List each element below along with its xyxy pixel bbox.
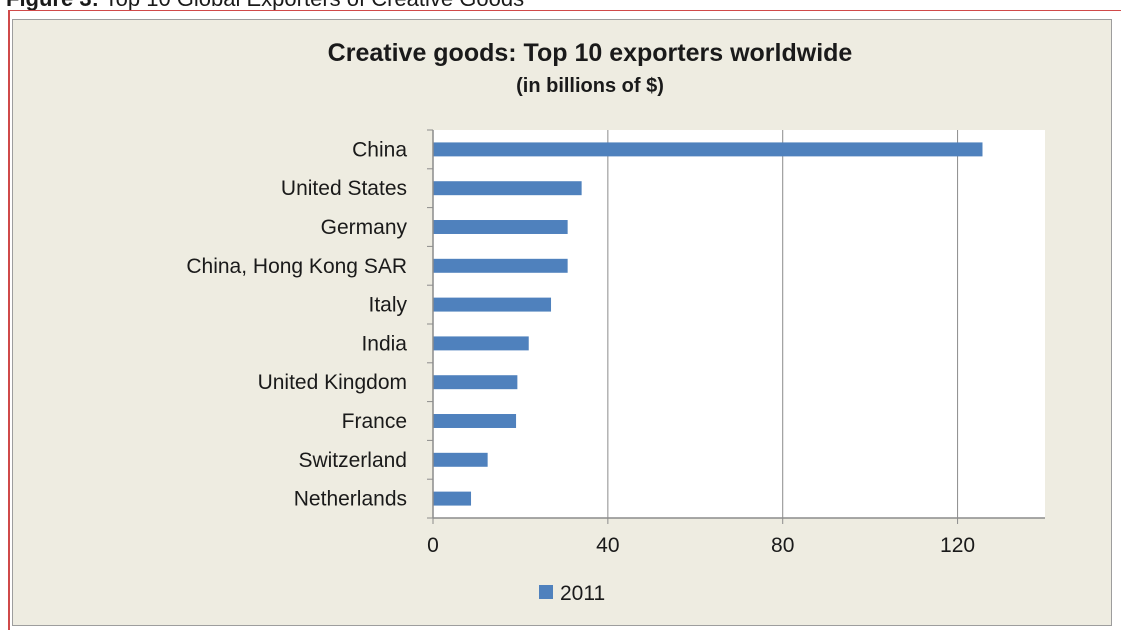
gridlines bbox=[607, 130, 959, 518]
bar bbox=[433, 452, 488, 467]
category-label: China, Hong Kong SAR bbox=[186, 255, 407, 278]
x-tick-label: 0 bbox=[427, 534, 439, 557]
bar bbox=[433, 297, 552, 312]
figure-frame bbox=[8, 10, 1121, 630]
x-tick-labels: 0 40 80 120 bbox=[427, 534, 975, 557]
bar bbox=[433, 414, 517, 428]
legend: 2011 bbox=[539, 582, 605, 605]
bar bbox=[433, 181, 582, 196]
bar bbox=[433, 258, 568, 273]
bar bbox=[433, 375, 518, 390]
bars bbox=[433, 142, 983, 506]
bar bbox=[433, 220, 568, 234]
x-tick-label: 40 bbox=[596, 534, 619, 557]
legend-label: 2011 bbox=[560, 582, 605, 605]
bar bbox=[433, 336, 529, 351]
x-tick-label: 80 bbox=[771, 534, 794, 557]
axes bbox=[427, 129, 1045, 524]
figure-caption-text: Top 10 Global Exporters of Creative Good… bbox=[105, 0, 524, 11]
figure-caption-prefix: Figure 3: bbox=[6, 0, 99, 11]
figure-caption: Figure 3: Top 10 Global Exporters of Cre… bbox=[6, 0, 524, 12]
category-label: Germany bbox=[321, 216, 408, 239]
category-label: United States bbox=[281, 177, 407, 200]
category-labels: China United States Germany China, Hong Kon… bbox=[186, 138, 407, 510]
bar bbox=[433, 491, 472, 506]
chart-subtitle: (in billions of $) bbox=[516, 75, 664, 97]
category-label: France bbox=[342, 410, 407, 433]
bar bbox=[433, 142, 983, 157]
category-label: Italy bbox=[368, 294, 407, 317]
category-label: Switzerland bbox=[298, 449, 407, 472]
category-label: China bbox=[352, 138, 407, 161]
chart-title: Creative goods: Top 10 exporters worldwi… bbox=[328, 39, 853, 67]
x-tick-label: 120 bbox=[940, 534, 975, 557]
category-label: United Kingdom bbox=[258, 371, 407, 394]
category-label: India bbox=[361, 332, 407, 355]
category-label: Netherlands bbox=[294, 488, 407, 511]
legend-swatch bbox=[539, 585, 553, 599]
